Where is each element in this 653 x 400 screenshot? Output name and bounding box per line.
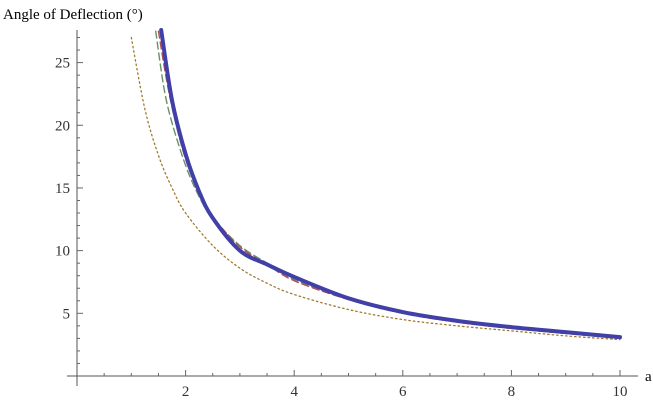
x-tick-label: 2 <box>182 384 190 400</box>
x-tick-label: 4 <box>290 384 298 400</box>
y-tick-label: 25 <box>55 56 70 72</box>
y-axis-title: Angle of Deflection (°) <box>3 7 143 23</box>
y-ticks: 5 10 15 20 25 <box>55 37 83 364</box>
x-tick-label: 6 <box>399 384 407 400</box>
series-line-3 <box>157 30 621 340</box>
x-tick-label: 10 <box>613 384 628 400</box>
x-tick-label: 8 <box>508 384 516 400</box>
y-tick-label: 20 <box>55 118 70 134</box>
series-line-2 <box>155 30 621 340</box>
x-ticks: 2 4 6 8 10 <box>103 370 628 400</box>
series-line-4 <box>130 36 621 341</box>
y-tick-label: 10 <box>55 244 70 260</box>
series-group <box>130 28 622 341</box>
y-tick-label: 5 <box>63 306 71 322</box>
series-line-1 <box>159 28 622 340</box>
y-tick-label: 15 <box>55 181 70 197</box>
x-axis-title: a <box>645 369 652 385</box>
